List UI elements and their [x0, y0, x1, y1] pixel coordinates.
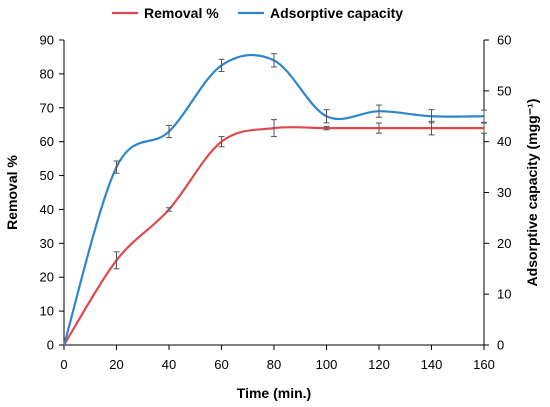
y-tick-label: 20: [40, 270, 54, 285]
legend-label: Removal %: [144, 5, 219, 21]
y2-tick-label: 0: [497, 338, 504, 353]
error-bar: [218, 136, 225, 148]
y-tick-label: 90: [40, 33, 54, 48]
error-bar: [323, 125, 330, 131]
error-bar: [271, 53, 277, 68]
y2-tick-label: 30: [497, 185, 511, 200]
x-tick-label: 140: [421, 357, 443, 372]
x-tick-label: 0: [60, 357, 67, 372]
error-bar: [481, 122, 487, 134]
error-bar: [166, 124, 172, 139]
legend: Removal % Adsorptive capacity: [112, 5, 403, 21]
y-tick-label: 30: [40, 236, 54, 251]
y-tick-label: 0: [47, 338, 54, 353]
error-bar: [428, 109, 435, 124]
x-axis-title: Time (min.): [237, 385, 311, 401]
y-tick-label: 40: [40, 202, 54, 217]
y-axis-title: Removal %: [4, 155, 20, 230]
y-tick-label: 50: [40, 168, 54, 183]
y2-axis-title: Adsorptive capacity (mgg⁻¹): [524, 99, 540, 287]
x-tick-label: 120: [368, 357, 390, 372]
y2-tick-label: 40: [497, 134, 511, 149]
series-1: [62, 53, 487, 346]
x-tick-label: 60: [214, 357, 228, 372]
series-line: [63, 126, 484, 346]
x-tick-label: 100: [316, 357, 338, 372]
legend-label: Adsorptive capacity: [270, 5, 403, 21]
x-tick-label: 80: [267, 357, 281, 372]
y-tick-label: 80: [40, 66, 54, 81]
error-bar: [481, 109, 487, 123]
error-bar: [113, 251, 120, 270]
x-tick-label: 40: [162, 357, 176, 372]
series-0: [63, 119, 487, 346]
y-tick-label: 10: [40, 304, 54, 319]
axes: [63, 40, 485, 346]
y2-tick-label: 10: [497, 287, 511, 302]
error-bar: [376, 122, 382, 134]
y-tick-label: 60: [40, 134, 54, 149]
error-bar: [166, 207, 172, 212]
ticks: 0 10 20 30 40 50 60 70 80 90 0 10 20 30 40 50 60 0 20 40 60 8…: [40, 33, 512, 373]
y-tick-label: 70: [40, 100, 54, 115]
error-bar: [323, 109, 330, 124]
series: [62, 53, 487, 346]
legend-entry: Adsorptive capacity: [238, 5, 403, 21]
y2-tick-label: 60: [497, 33, 511, 48]
series-line: [62, 53, 485, 346]
error-bar: [218, 58, 225, 73]
y2-tick-label: 20: [497, 236, 511, 251]
x-tick-label: 160: [473, 357, 495, 372]
legend-entry: Removal %: [112, 5, 219, 21]
y2-tick-label: 50: [497, 83, 511, 98]
x-tick-label: 20: [109, 357, 123, 372]
error-bar: [113, 160, 120, 174]
error-bar: [376, 104, 382, 118]
error-bar: [271, 119, 277, 138]
